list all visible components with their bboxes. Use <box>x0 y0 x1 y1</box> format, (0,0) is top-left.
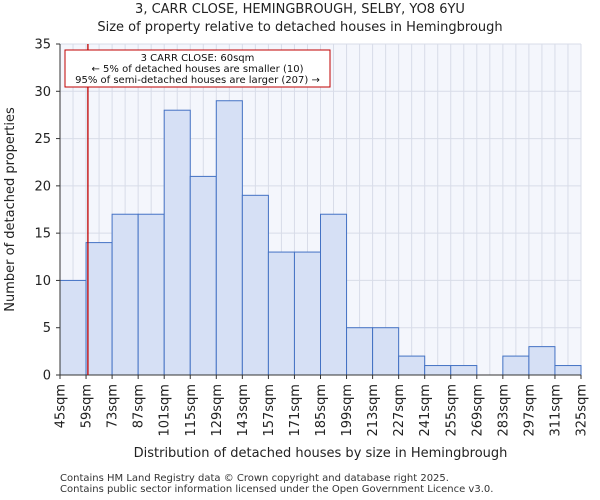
histogram-bar <box>189 175 217 376</box>
histogram-bar <box>450 365 478 376</box>
histogram-bar <box>241 194 269 376</box>
histogram-bar <box>398 355 426 376</box>
x-tick-label: 129sqm <box>210 384 225 437</box>
y-tick-label: 15 <box>34 227 51 242</box>
y-tick-label: 20 <box>34 179 51 194</box>
y-tick-label: 35 <box>34 38 51 53</box>
x-tick-label: 269sqm <box>470 384 485 437</box>
histogram-bar <box>215 100 243 376</box>
histogram-bar <box>163 109 191 376</box>
chart-title: 3, CARR CLOSE, HEMINGBROUGH, SELBY, YO8 … <box>135 2 465 17</box>
x-tick-label: 59sqm <box>80 384 95 428</box>
histogram-bar <box>137 213 165 376</box>
y-tick-label: 5 <box>43 321 51 336</box>
y-tick-label: 0 <box>43 369 51 384</box>
histogram-bar <box>59 279 87 376</box>
histogram-bar <box>320 213 348 376</box>
x-tick-label: 283sqm <box>496 384 511 437</box>
x-tick-label: 115sqm <box>184 384 199 437</box>
histogram-bar <box>372 327 400 376</box>
x-tick-label: 143sqm <box>236 384 251 437</box>
histogram-bar <box>554 365 582 376</box>
x-tick-label: 157sqm <box>262 384 277 437</box>
histogram-bar <box>424 365 452 376</box>
x-tick-label: 213sqm <box>366 384 381 437</box>
x-tick-label: 87sqm <box>132 384 147 428</box>
x-tick-label: 255sqm <box>444 384 459 437</box>
y-tick-label: 10 <box>34 274 51 289</box>
y-axis-label: Number of detached properties <box>3 107 18 312</box>
x-tick-label: 297sqm <box>522 384 537 437</box>
x-tick-label: 199sqm <box>340 384 355 437</box>
y-tick-label: 30 <box>34 85 51 100</box>
annotation-line: 3 CARR CLOSE: 60sqm <box>141 53 255 64</box>
histogram-bar <box>346 327 374 376</box>
x-tick-label: 311sqm <box>548 384 563 437</box>
x-tick-label: 325sqm <box>575 384 590 437</box>
x-tick-label: 101sqm <box>158 384 173 437</box>
histogram-bar <box>293 251 322 376</box>
footer-licence: Contains public sector information licen… <box>60 484 494 495</box>
x-tick-label: 227sqm <box>392 384 407 437</box>
histogram-bar <box>528 346 556 376</box>
annotation-line: 95% of semi-detached houses are larger (… <box>75 75 320 86</box>
y-tick-label: 25 <box>34 132 51 147</box>
histogram-bar <box>85 242 113 376</box>
footer-copyright: Contains HM Land Registry data © Crown c… <box>60 473 449 484</box>
x-tick-label: 241sqm <box>418 384 433 437</box>
chart-subtitle: Size of property relative to detached ho… <box>97 20 503 35</box>
histogram-bar <box>502 355 530 376</box>
annotation-line: ← 5% of detached houses are smaller (10) <box>92 64 304 75</box>
histogram-bar <box>111 213 139 376</box>
x-axis-label: Distribution of detached houses by size … <box>134 446 508 461</box>
x-tick-label: 73sqm <box>106 384 121 428</box>
annotation-box <box>64 49 331 88</box>
x-tick-label: 185sqm <box>314 384 329 437</box>
x-tick-label: 171sqm <box>288 384 303 437</box>
x-tick-label: 45sqm <box>54 384 69 428</box>
histogram-bar <box>267 251 295 376</box>
